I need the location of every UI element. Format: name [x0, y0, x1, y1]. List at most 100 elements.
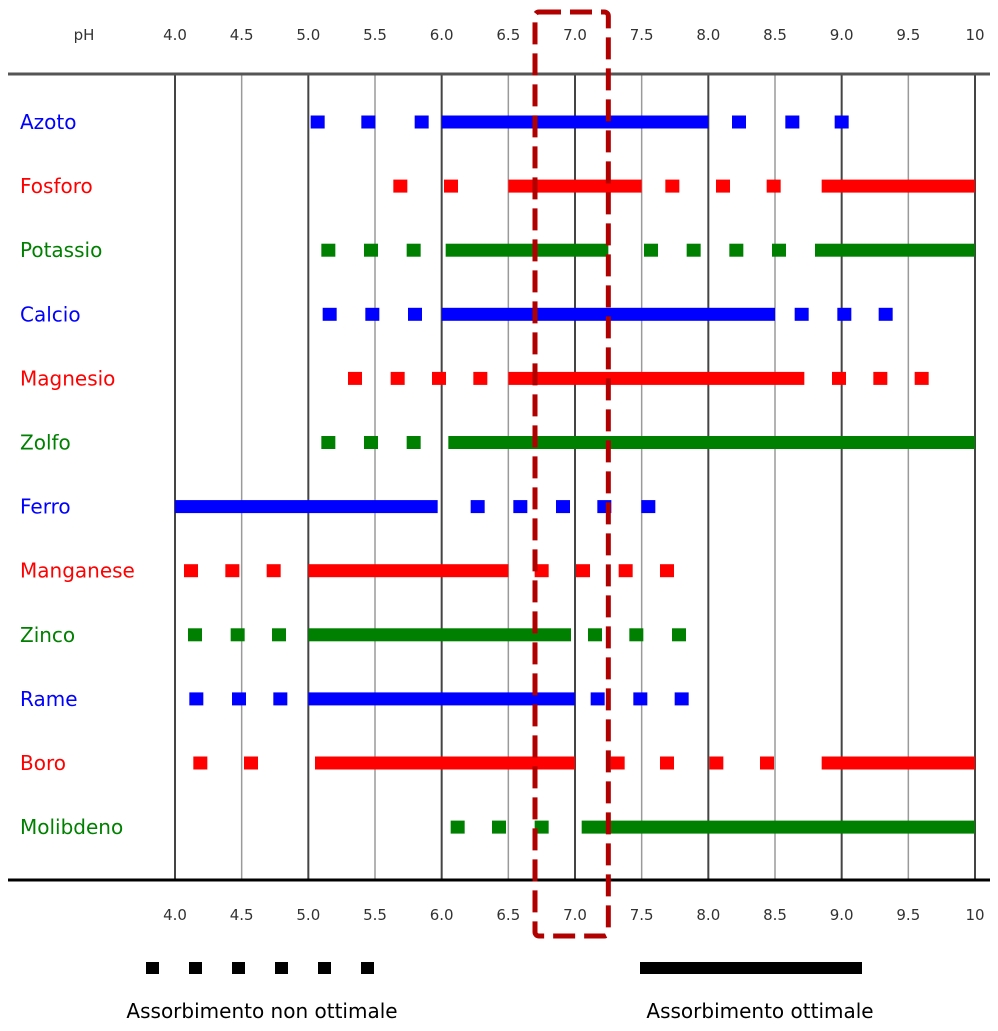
legend-dot — [232, 962, 245, 974]
top-tick-label: 10 — [965, 26, 984, 44]
suboptimal-dot — [618, 564, 633, 578]
legend-dot — [189, 962, 202, 974]
optimal-range-bar — [581, 820, 975, 834]
suboptimal-dot — [322, 307, 337, 321]
legend-dot — [318, 962, 331, 974]
suboptimal-dot — [665, 179, 680, 193]
suboptimal-dot — [686, 243, 701, 257]
top-tick-label: 5.5 — [363, 26, 387, 44]
grid-lines — [174, 74, 976, 880]
suboptimal-dot — [556, 500, 570, 514]
tick-labels: pH 4.0 4.0 4.5 4.5 5.0 5.0 5.5 5.5 6.0 6.0 6.5 6.5 7… — [74, 26, 985, 924]
optimal-range-bar — [821, 179, 975, 193]
suboptimal-dot — [660, 756, 674, 770]
legend-dot — [361, 962, 374, 974]
nutrient-label: Zolfo — [20, 431, 71, 455]
legend-solid-sample — [640, 962, 862, 974]
suboptimal-dot — [513, 500, 528, 514]
suboptimal-dot — [794, 307, 809, 321]
nutrient-label: Boro — [20, 751, 66, 775]
suboptimal-dot — [716, 179, 730, 193]
nutrient-label: Magnesio — [20, 366, 115, 390]
nutrient-label: Fosforo — [20, 174, 93, 198]
suboptimal-dot — [321, 436, 336, 449]
nutrient-label: Molibdeno — [20, 815, 123, 839]
top-tick-label: 8.0 — [696, 26, 720, 44]
bottom-tick-label: 9.0 — [830, 906, 854, 924]
suboptimal-dot — [272, 628, 286, 642]
suboptimal-dot — [834, 115, 849, 129]
suboptimal-dot — [244, 756, 258, 770]
bottom-tick-label: 10 — [965, 906, 984, 924]
suboptimal-dot — [364, 436, 378, 449]
suboptimal-dot — [492, 820, 506, 834]
suboptimal-dot — [588, 628, 602, 642]
optimal-range-bar — [441, 115, 709, 129]
suboptimal-dot — [321, 243, 336, 257]
suboptimal-dot — [470, 500, 485, 514]
suboptimal-dot — [230, 628, 245, 642]
optimal-range-bar — [308, 628, 571, 642]
suboptimal-dot — [266, 564, 281, 578]
top-tick-label: 6.5 — [496, 26, 520, 44]
nutrient-label: Manganese — [20, 559, 135, 583]
optimal-range-bar — [508, 179, 642, 193]
nutrient-label: Azoto — [20, 110, 77, 134]
suboptimal-dot — [534, 564, 549, 578]
bottom-tick-label: 8.5 — [763, 906, 787, 924]
suboptimal-dot — [914, 371, 929, 385]
ph-axis-label: pH — [74, 26, 95, 44]
suboptimal-dot — [660, 564, 674, 578]
bottom-tick-label: 7.5 — [630, 906, 654, 924]
suboptimal-dot — [674, 692, 689, 706]
nutrient-label: Ferro — [20, 495, 71, 519]
suboptimal-dot — [832, 371, 846, 385]
bottom-tick-label: 9.5 — [896, 906, 920, 924]
legend-dot — [146, 962, 159, 974]
nutrient-bars — [175, 115, 975, 834]
suboptimal-dot — [644, 243, 658, 257]
optimal-range-bar — [445, 243, 609, 257]
suboptimal-dot — [672, 628, 686, 642]
suboptimal-dot — [365, 307, 380, 321]
optimal-range-bar — [508, 371, 805, 385]
suboptimal-dot — [610, 756, 625, 770]
bottom-tick-label: 6.0 — [430, 906, 454, 924]
suboptimal-dot — [590, 692, 605, 706]
nutrient-label: Zinco — [20, 623, 75, 647]
suboptimal-dot — [760, 756, 774, 770]
suboptimal-dot — [450, 820, 465, 834]
optimal-range-bar — [815, 243, 975, 257]
bottom-tick-label: 5.5 — [363, 906, 387, 924]
suboptimal-dot — [364, 243, 378, 257]
optimal-range-bar — [821, 756, 975, 770]
suboptimal-dot — [837, 307, 852, 321]
legend-solid-label: Assorbimento ottimale — [646, 999, 873, 1023]
suboptimal-dot — [772, 243, 786, 257]
suboptimal-dot — [785, 115, 800, 129]
suboptimal-dot — [641, 500, 656, 514]
suboptimal-dot — [432, 371, 446, 385]
suboptimal-dot — [188, 628, 202, 642]
nutrient-label: Rame — [20, 687, 78, 711]
suboptimal-dot — [406, 436, 421, 449]
top-tick-label: 7.5 — [630, 26, 654, 44]
bottom-tick-label: 7.0 — [563, 906, 587, 924]
legend-dot — [275, 962, 288, 974]
top-tick-label: 4.0 — [163, 26, 187, 44]
suboptimal-dot — [390, 371, 405, 385]
suboptimal-dot — [534, 820, 549, 834]
suboptimal-dot — [629, 628, 644, 642]
suboptimal-dot — [273, 692, 288, 706]
suboptimal-dot — [184, 564, 198, 578]
suboptimal-dot — [408, 307, 422, 321]
top-tick-label: 5.0 — [296, 26, 320, 44]
nutrient-labels: Azoto Fosforo Potassio Calcio Magnesio Zolfo F… — [20, 110, 135, 839]
suboptimal-dot — [878, 307, 893, 321]
top-tick-label: 4.5 — [230, 26, 254, 44]
nutrient-label: Potassio — [20, 238, 102, 262]
suboptimal-dot — [732, 115, 746, 129]
suboptimal-dot — [576, 564, 590, 578]
axis-frame — [8, 72, 990, 882]
suboptimal-dot — [873, 371, 888, 385]
